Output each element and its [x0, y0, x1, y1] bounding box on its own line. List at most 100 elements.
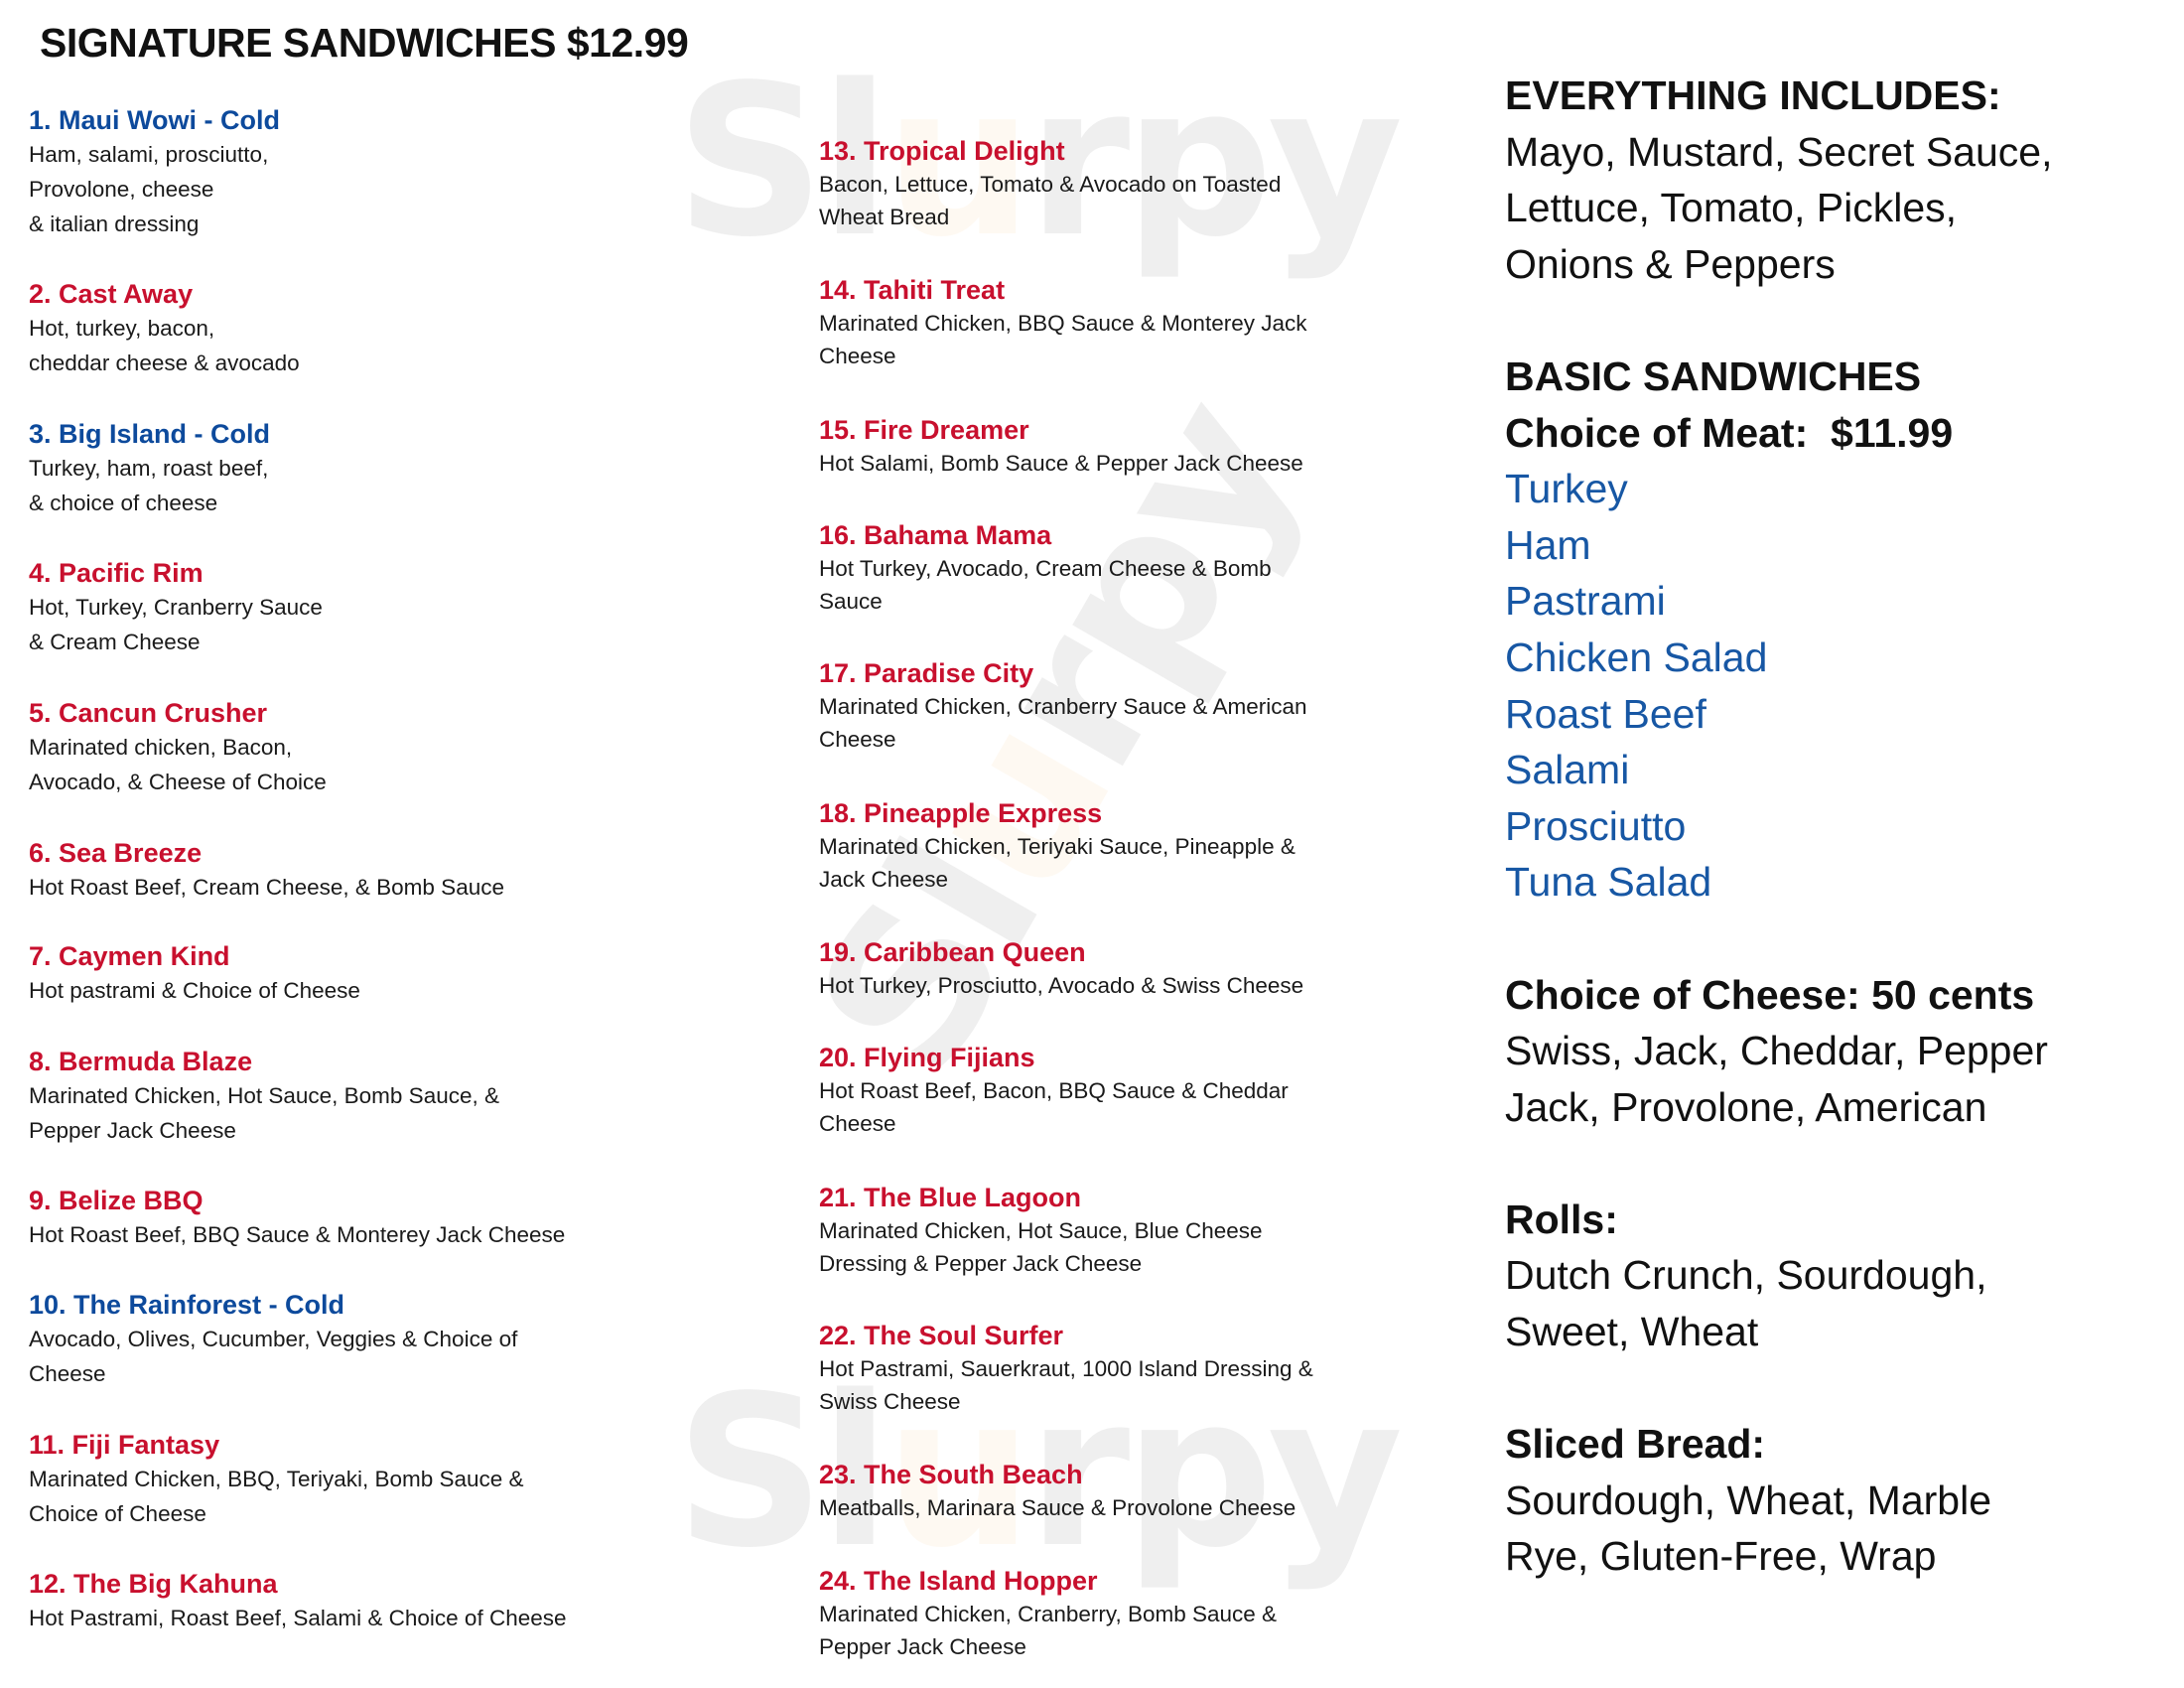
menu-item: 5. Cancun Crusher Marinated chicken, Baco…	[29, 696, 744, 799]
menu-item-description: Swiss Cheese	[819, 1389, 961, 1414]
menu-item-name: 24. The Island Hopper	[819, 1566, 1098, 1596]
menu-item-name: 14. Tahiti Treat	[819, 275, 1006, 305]
menu-item-name: 5. Cancun Crusher	[29, 698, 268, 728]
menu-item-name: 23. The South Beach	[819, 1460, 1083, 1489]
meat-option: Prosciutto	[1505, 802, 1687, 849]
menu-item-description: Jack Cheese	[819, 867, 949, 892]
menu-item-description: Marinated Chicken, Cranberry, Bomb Sauce…	[819, 1602, 1278, 1626]
menu-item-description: Marinated Chicken, Teriyaki Sauce, Pinea…	[819, 834, 1296, 859]
meat-option: Pastrami	[1505, 578, 1666, 625]
menu-item-name: 4. Pacific Rim	[29, 558, 204, 588]
menu-item: 19. Caribbean Queen Hot Turkey, Prosciutt…	[819, 935, 1534, 1002]
menu-item-description: Hot Roast Beef, Cream Cheese, & Bomb Sau…	[29, 875, 504, 900]
menu-item-description: Turkey, ham, roast beef,	[29, 456, 269, 481]
menu-item-description: Marinated chicken, Bacon,	[29, 735, 293, 760]
menu-item: 7. Caymen Kind Hot pastrami & Choice of C…	[29, 939, 744, 1008]
menu-item-name: 9. Belize BBQ	[29, 1186, 204, 1215]
menu-item-description: Meatballs, Marinara Sauce & Provolone Ch…	[819, 1495, 1297, 1520]
menu-item-description: Cheese	[819, 727, 896, 752]
menu-item-name: 10. The Rainforest - Cold	[29, 1290, 345, 1320]
menu-item-name: 8. Bermuda Blaze	[29, 1047, 253, 1076]
sliced-bread-heading: Sliced Bread:	[1505, 1421, 1766, 1468]
menu-item-description: Marinated Chicken, Hot Sauce, Bomb Sauce…	[29, 1083, 499, 1108]
cheese-heading: Choice of Cheese: 50 cents	[1505, 971, 2035, 1018]
menu-item-description: Sauce	[819, 589, 883, 614]
meat-option: Tuna Salad	[1505, 859, 1712, 906]
menu-item-description: Marinated Chicken, Cranberry Sauce & Ame…	[819, 694, 1307, 719]
includes-section: EVERYTHING INCLUDES: Mayo, Mustard, Secr…	[1505, 68, 2180, 292]
menu-item-description: Hot, Turkey, Cranberry Sauce	[29, 595, 323, 620]
meat-option: Roast Beef	[1505, 690, 1706, 737]
menu-item-description: Pepper Jack Cheese	[29, 1118, 236, 1143]
menu-item-description: Avocado, & Cheese of Choice	[29, 770, 327, 794]
menu-item-description: Marinated Chicken, BBQ, Teriyaki, Bomb S…	[29, 1467, 524, 1491]
menu-item-description: Pepper Jack Cheese	[819, 1634, 1026, 1659]
menu-item: 1. Maui Wowi - Cold Ham, salami, prosciut…	[29, 103, 744, 241]
menu-item-description: Ham, salami, prosciutto,	[29, 142, 269, 167]
menu-item-description: & choice of cheese	[29, 491, 218, 515]
menu-item-description: Hot Salami, Bomb Sauce & Pepper Jack Che…	[819, 451, 1303, 476]
menu-item-description: Marinated Chicken, Hot Sauce, Blue Chees…	[819, 1218, 1263, 1243]
menu-item-name: 20. Flying Fijians	[819, 1043, 1035, 1072]
page-title: SIGNATURE SANDWICHES $12.99	[40, 20, 689, 66]
sliced-bread-line: Sourdough, Wheat, Marble	[1505, 1477, 1991, 1523]
includes-heading: EVERYTHING INCLUDES:	[1505, 72, 2001, 118]
rolls-line: Sweet, Wheat	[1505, 1309, 1759, 1355]
basic-heading: BASIC SANDWICHES	[1505, 352, 1922, 399]
meat-option: Turkey	[1505, 466, 1628, 512]
menu-item-description: Hot pastrami & Choice of Cheese	[29, 978, 360, 1003]
sliced-bread-section: Sliced Bread: Sourdough, Wheat, Marble R…	[1505, 1416, 2180, 1585]
includes-line: Mayo, Mustard, Secret Sauce,	[1505, 128, 2053, 175]
menu-item: 22. The Soul Surfer Hot Pastrami, Sauerkr…	[819, 1319, 1534, 1418]
menu-item-name: 7. Caymen Kind	[29, 941, 230, 971]
menu-item-name: 2. Cast Away	[29, 279, 194, 309]
menu-item-name: 18. Pineapple Express	[819, 798, 1103, 828]
menu-item-description: Choice of Cheese	[29, 1501, 206, 1526]
menu-item: 23. The South Beach Meatballs, Marinara S…	[819, 1458, 1534, 1524]
basic-section: BASIC SANDWICHES Choice of Meat: $11.99 …	[1505, 349, 2180, 911]
menu-item-description: Hot, turkey, bacon,	[29, 316, 215, 341]
sliced-bread-line: Rye, Gluten-Free, Wrap	[1505, 1533, 1937, 1580]
menu-item-name: 13. Tropical Delight	[819, 136, 1065, 166]
menu-item-name: 21. The Blue Lagoon	[819, 1183, 1082, 1212]
includes-line: Lettuce, Tomato, Pickles,	[1505, 185, 1958, 231]
menu-item: 3. Big Island - Cold Turkey, ham, roast b…	[29, 417, 744, 520]
menu-item-name: 19. Caribbean Queen	[819, 937, 1086, 967]
menu-item: 4. Pacific Rim Hot, Turkey, Cranberry Sau…	[29, 556, 744, 659]
menu-item-description: Cheese	[29, 1361, 106, 1386]
menu-item: 6. Sea Breeze Hot Roast Beef, Cream Chees…	[29, 836, 744, 905]
menu-item-name: 22. The Soul Surfer	[819, 1321, 1064, 1350]
menu-item-description: Wheat Bread	[819, 205, 950, 229]
menu-item-description: Cheese	[819, 1111, 896, 1136]
menu-item: 24. The Island Hopper Marinated Chicken, …	[819, 1564, 1534, 1663]
menu-item: 15. Fire Dreamer Hot Salami, Bomb Sauce &…	[819, 413, 1534, 480]
includes-line: Onions & Peppers	[1505, 240, 1836, 287]
menu-item: 12. The Big Kahuna Hot Pastrami, Roast Be…	[29, 1567, 744, 1635]
menu-item-description: Hot Turkey, Avocado, Cream Cheese & Bomb	[819, 556, 1272, 581]
rolls-section: Rolls: Dutch Crunch, Sourdough, Sweet, W…	[1505, 1192, 2180, 1360]
menu-item-name: 17. Paradise City	[819, 658, 1034, 688]
menu-item: 11. Fiji Fantasy Marinated Chicken, BBQ, …	[29, 1428, 744, 1531]
meat-option: Salami	[1505, 747, 1630, 793]
meat-option: Chicken Salad	[1505, 633, 1768, 680]
basic-subheading: Choice of Meat: $11.99	[1505, 409, 1954, 456]
menu-item: 20. Flying Fijians Hot Roast Beef, Bacon,…	[819, 1041, 1534, 1140]
rolls-heading: Rolls:	[1505, 1196, 1618, 1242]
menu-item-description: Provolone, cheese	[29, 177, 214, 202]
menu-item-description: cheddar cheese & avocado	[29, 351, 300, 375]
menu-item: 18. Pineapple Express Marinated Chicken, …	[819, 796, 1534, 896]
right-column: EVERYTHING INCLUDES: Mayo, Mustard, Secr…	[1505, 68, 2180, 1641]
menu-item-description: Hot Roast Beef, BBQ Sauce & Monterey Jac…	[29, 1222, 566, 1247]
menu-item-description: Bacon, Lettuce, Tomato & Avocado on Toas…	[819, 172, 1282, 197]
menu-item-name: 3. Big Island - Cold	[29, 419, 271, 449]
menu-item: 14. Tahiti Treat Marinated Chicken, BBQ S…	[819, 273, 1534, 372]
menu-item: 13. Tropical Delight Bacon, Lettuce, Toma…	[819, 134, 1534, 233]
menu-item-name: 16. Bahama Mama	[819, 520, 1052, 550]
menu-item-name: 11. Fiji Fantasy	[29, 1430, 220, 1460]
menu-item-description: Hot Pastrami, Roast Beef, Salami & Choic…	[29, 1606, 567, 1630]
menu-item-description: & Cream Cheese	[29, 630, 201, 654]
cheese-line: Swiss, Jack, Cheddar, Pepper	[1505, 1028, 2048, 1074]
meat-option: Ham	[1505, 521, 1591, 568]
menu-item-description: & italian dressing	[29, 211, 200, 236]
cheese-section: Choice of Cheese: 50 cents Swiss, Jack, …	[1505, 967, 2180, 1136]
